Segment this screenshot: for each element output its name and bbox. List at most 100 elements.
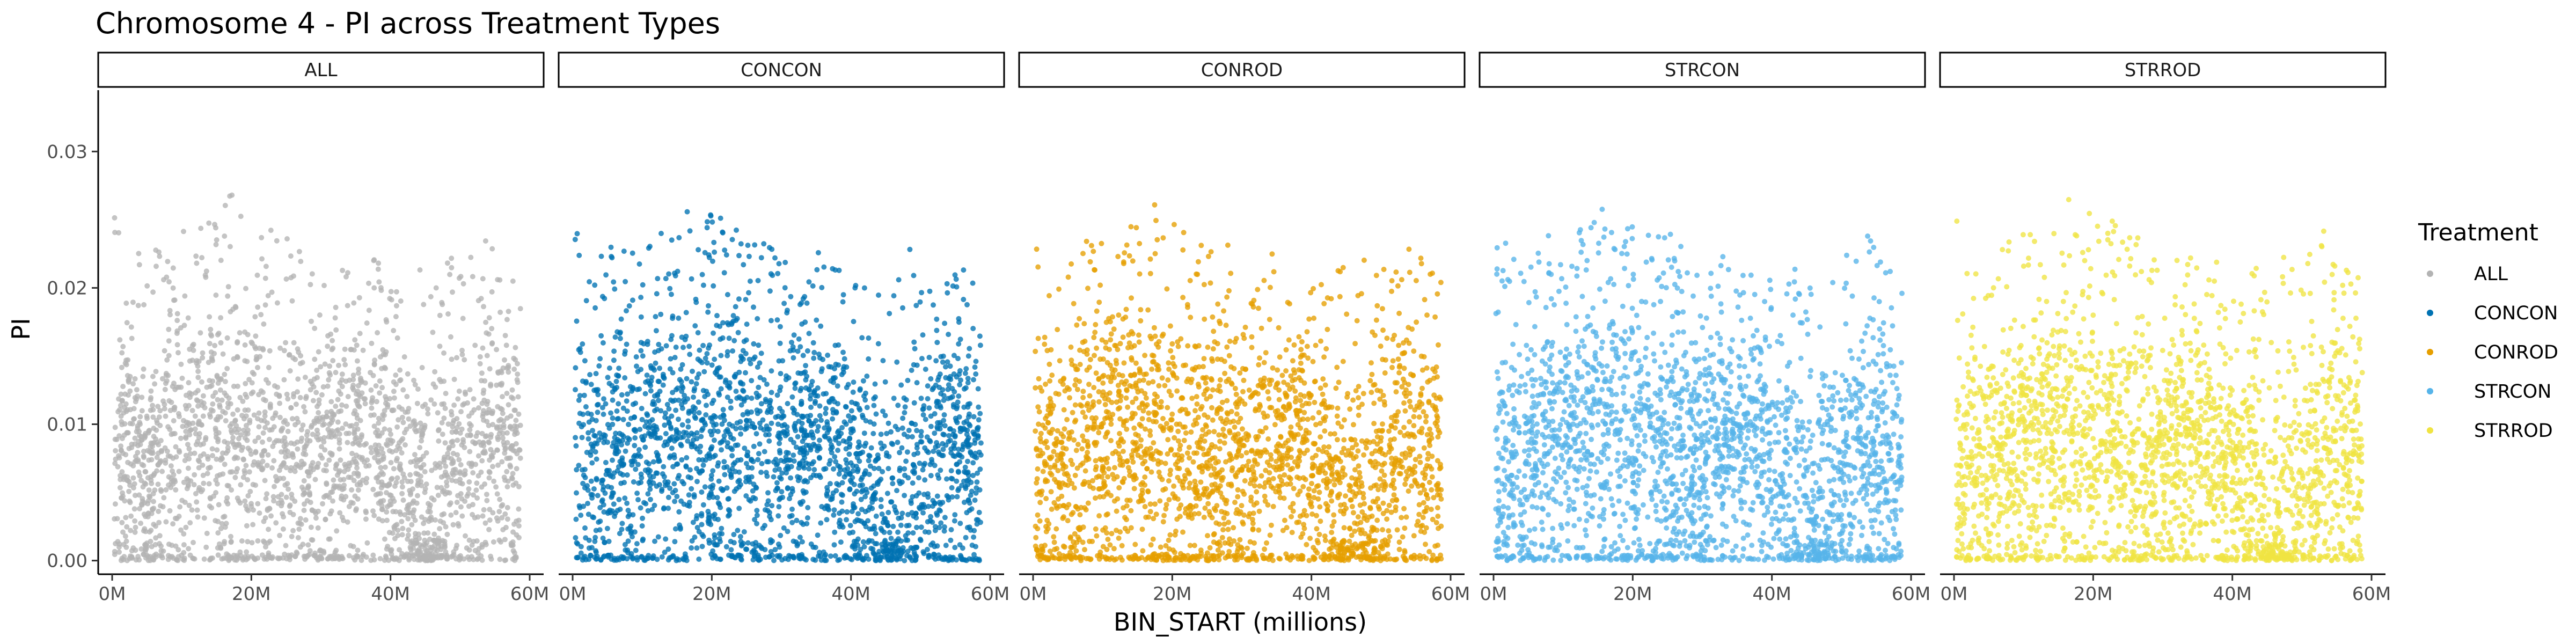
data-point <box>659 554 665 560</box>
data-point <box>153 535 159 541</box>
data-point <box>816 352 822 357</box>
data-point <box>330 498 335 504</box>
data-point <box>626 303 632 309</box>
data-point <box>752 242 758 248</box>
data-point <box>866 335 872 341</box>
data-point <box>453 556 459 562</box>
data-point <box>605 375 611 380</box>
data-point <box>136 438 142 444</box>
data-point <box>245 407 251 413</box>
data-point <box>734 396 740 401</box>
data-point <box>150 289 156 295</box>
data-point <box>831 507 837 513</box>
data-point <box>647 431 653 437</box>
data-point <box>423 450 429 456</box>
data-point <box>613 443 619 449</box>
data-point <box>496 509 502 515</box>
data-point <box>272 413 278 419</box>
x-tick-label: 40M <box>371 583 410 605</box>
data-point <box>630 401 636 407</box>
data-point <box>709 219 715 225</box>
data-point <box>390 530 396 536</box>
data-point <box>918 439 924 444</box>
data-point <box>581 472 587 478</box>
data-point <box>271 458 277 464</box>
data-point <box>489 341 495 347</box>
data-point <box>409 522 415 528</box>
data-point <box>411 553 417 559</box>
x-tick-label: 0M <box>99 583 126 605</box>
x-axis: 0M 20M 40M 60M <box>559 573 1009 605</box>
data-point <box>356 295 362 301</box>
data-point <box>281 348 287 354</box>
data-point <box>945 290 950 296</box>
data-point <box>672 499 678 504</box>
data-point <box>947 426 953 432</box>
data-point <box>297 521 303 526</box>
data-point <box>946 433 952 438</box>
data-point <box>599 405 605 411</box>
data-point <box>453 510 459 516</box>
data-point <box>638 348 644 354</box>
data-point <box>159 469 165 474</box>
data-point <box>909 558 915 564</box>
data-point <box>1364 445 1369 451</box>
data-point <box>160 504 166 510</box>
data-point <box>222 371 228 377</box>
data-point <box>252 344 258 350</box>
data-point <box>477 361 483 367</box>
data-point <box>920 332 926 338</box>
data-point <box>1221 308 1227 314</box>
data-point <box>945 386 951 392</box>
data-point <box>706 540 712 546</box>
data-point <box>910 480 916 486</box>
data-point <box>462 468 468 474</box>
data-point <box>119 436 125 441</box>
data-point <box>375 266 381 272</box>
data-point <box>623 448 628 454</box>
data-point <box>759 460 765 466</box>
data-point <box>256 424 262 430</box>
data-point <box>971 377 976 383</box>
data-point <box>849 509 855 514</box>
data-point <box>349 487 355 493</box>
data-point <box>449 412 455 418</box>
data-point <box>219 521 225 526</box>
data-point <box>808 475 814 481</box>
data-point <box>123 515 129 521</box>
data-point <box>451 376 457 382</box>
data-point <box>776 261 782 267</box>
data-point <box>208 349 214 355</box>
data-point <box>793 428 799 434</box>
data-point <box>952 389 957 394</box>
data-point <box>642 391 648 397</box>
data-point <box>1407 269 1413 275</box>
data-point <box>443 463 449 469</box>
data-point <box>573 387 578 393</box>
data-point <box>700 426 706 431</box>
data-point <box>730 436 736 442</box>
data-point <box>125 430 131 436</box>
data-point <box>500 527 506 532</box>
data-point <box>807 396 813 402</box>
data-point <box>731 532 737 537</box>
data-point <box>337 468 343 474</box>
data-point <box>870 546 876 552</box>
data-point <box>704 225 710 231</box>
data-point <box>872 541 878 546</box>
data-point <box>653 314 658 319</box>
data-point <box>772 255 778 261</box>
data-point <box>733 426 739 431</box>
data-point <box>760 525 766 531</box>
data-point <box>653 360 658 366</box>
data-point <box>302 409 308 415</box>
data-point <box>332 315 338 321</box>
data-point <box>309 271 315 277</box>
data-point <box>777 448 782 453</box>
data-point <box>696 410 702 416</box>
data-point <box>189 507 195 513</box>
data-point <box>510 471 516 477</box>
data-point <box>402 430 407 436</box>
data-point <box>949 394 955 400</box>
data-point <box>351 300 357 306</box>
